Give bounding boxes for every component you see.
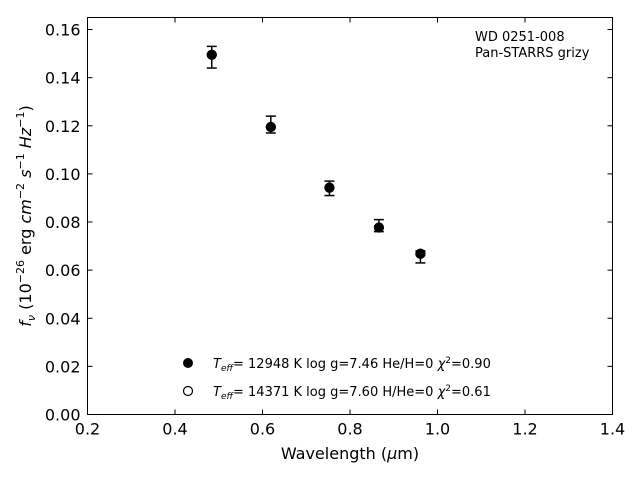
- y-tick-label: 0.00: [45, 406, 81, 425]
- x-tick-label: 1.2: [512, 420, 537, 439]
- x-tick-label: 1.0: [425, 420, 450, 439]
- x-tick-label: 0.8: [337, 420, 362, 439]
- legend-marker-filled: [183, 358, 193, 368]
- model-point-open: [415, 248, 426, 259]
- x-tick-label: 0.4: [162, 420, 187, 439]
- y-tick-label: 0.02: [45, 357, 81, 376]
- legend-entry-1: Teff= 12948 K log g=7.46 He/H=0 χ2=0.90: [213, 356, 491, 374]
- y-tick-label: 0.06: [45, 261, 81, 280]
- axis-ticks: 0.2 0.4 0.6 0.8 1.0 1.2 1.4 0.00 0.02 0.04 0.06 0.0…: [45, 17, 625, 439]
- model-point-open: [373, 222, 384, 233]
- y-tick-label: 0.12: [45, 117, 81, 136]
- y-tick-label: 0.08: [45, 213, 81, 232]
- y-axis-label: fν (10−26 erg cm−2 s−1 Hz−1): [14, 105, 38, 326]
- annotation-line-1: WD 0251-008: [475, 30, 565, 45]
- y-tick-label: 0.04: [45, 309, 81, 328]
- x-tick-label: 0.2: [75, 420, 100, 439]
- annotation-line-2: Pan-STARRS grizy: [475, 46, 590, 61]
- x-tick-label: 1.4: [600, 420, 625, 439]
- x-axis-label: Wavelength (μm): [281, 444, 419, 463]
- plot-area: [87, 17, 613, 415]
- y-tick-label: 0.14: [45, 69, 81, 88]
- model-point-open: [206, 49, 217, 60]
- model-point-open: [265, 121, 276, 133]
- x-tick-label: 0.6: [250, 420, 275, 439]
- y-tick-label: 0.16: [45, 21, 81, 40]
- model-point-open: [324, 182, 335, 193]
- legend-marker-open: [182, 385, 194, 397]
- legend-entry-2: Teff= 14371 K log g=7.60 H/He=0 χ2=0.61: [213, 384, 491, 402]
- y-tick-label: 0.10: [45, 165, 81, 184]
- data-points: [206, 49, 426, 259]
